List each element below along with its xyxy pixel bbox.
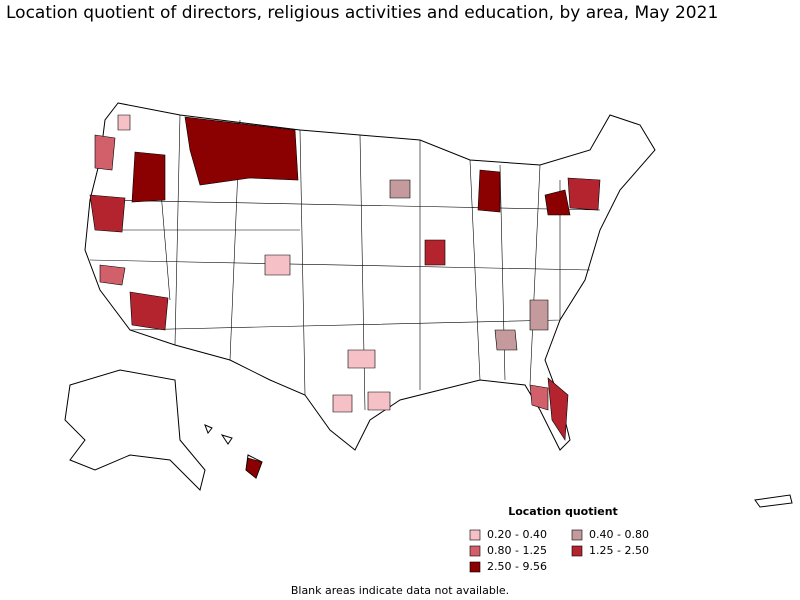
area (567, 177, 601, 211)
area (424, 239, 446, 266)
legend-swatch (469, 561, 481, 573)
area (131, 151, 166, 203)
legend: Location quotient 0.20 - 0.40 0.40 - 0.80… (469, 505, 649, 573)
map-title: Location quotient of directors, religiou… (6, 3, 718, 23)
legend-label: 0.40 - 0.80 (589, 528, 649, 541)
area (367, 391, 391, 411)
map (64, 102, 793, 508)
area (89, 194, 126, 233)
legend-label: 1.25 - 2.50 (589, 544, 649, 557)
area (347, 349, 376, 369)
legend-title: Location quotient (508, 505, 618, 518)
area (129, 291, 169, 331)
legend-swatch (469, 529, 481, 541)
area (494, 329, 518, 351)
area (389, 179, 411, 199)
legend-label: 0.80 - 1.25 (487, 544, 547, 557)
footnote: Blank areas indicate data not available. (291, 584, 509, 597)
area (529, 384, 549, 411)
legend-swatch (571, 545, 583, 557)
area (99, 264, 126, 286)
area (477, 169, 501, 213)
area (547, 377, 569, 441)
area (529, 299, 549, 331)
area (184, 116, 299, 186)
legend-swatch (469, 545, 481, 557)
legend-swatch (571, 529, 583, 541)
area (117, 114, 131, 131)
legend-label: 2.50 - 9.56 (487, 560, 547, 573)
alaska (64, 369, 206, 491)
area (544, 189, 571, 216)
legend-label: 0.20 - 0.40 (487, 528, 547, 541)
puerto-rico (754, 494, 793, 508)
area-borders (89, 114, 601, 411)
area (332, 394, 353, 413)
area (264, 254, 291, 276)
area (245, 457, 263, 479)
area (94, 134, 116, 171)
